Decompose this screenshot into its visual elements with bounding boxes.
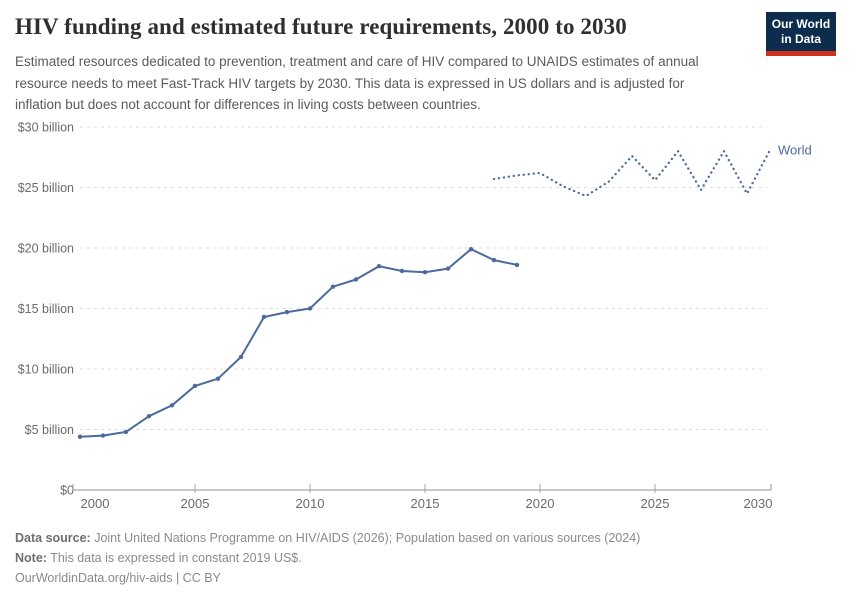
x-tick-label: 2015 <box>411 496 440 511</box>
line-chart: $0 $5 billion $10 billion $15 billion $20 bi… <box>18 121 812 512</box>
x-axis-labels: 2000 2005 2010 2015 2020 2025 2030 <box>81 496 773 511</box>
projection-line-series <box>492 148 772 198</box>
datasource-text: Joint United Nations Programme on HIV/AI… <box>90 531 641 545</box>
x-axis <box>72 484 772 493</box>
page-title: HIV funding and estimated future require… <box>15 14 627 39</box>
owid-logo: Our World in Data <box>766 12 836 56</box>
y-tick-label: $0 <box>60 484 74 498</box>
chart-subtitle: Estimated resources dedicated to prevent… <box>15 54 699 113</box>
x-tick-label: 2020 <box>526 496 555 511</box>
y-tick-label: $5 billion <box>25 423 74 437</box>
datasource-line: Data source: Joint United Nations Progra… <box>15 528 835 548</box>
y-axis-labels: $0 $5 billion $10 billion $15 billion $20 bi… <box>18 121 74 498</box>
x-tick-label: 2005 <box>181 496 210 511</box>
y-gridlines <box>80 126 767 430</box>
note-label: Note: <box>15 551 47 565</box>
series-end-label: World <box>778 142 812 157</box>
funding-line-series <box>79 248 518 438</box>
owid-logo-line2: in Data <box>780 31 821 46</box>
y-tick-label: $15 billion <box>18 302 74 316</box>
y-tick-label: $25 billion <box>18 181 74 195</box>
x-tick-label: 2030 <box>744 496 773 511</box>
y-tick-label: $10 billion <box>18 363 74 377</box>
note-line: Note: This data is expressed in constant… <box>15 548 835 568</box>
license-badge: | CC BY <box>172 571 221 585</box>
note-text: This data is expressed in constant 2019 … <box>46 551 302 565</box>
datasource-label: Data source: <box>15 531 91 545</box>
x-tick-label: 2025 <box>641 496 670 511</box>
owid-url-link[interactable]: OurWorldinData.org/hiv-aids <box>15 571 173 585</box>
owid-logo-text: Our World in Data <box>766 12 836 51</box>
x-tick-label: 2000 <box>81 496 110 511</box>
owid-logo-red-strip <box>766 51 836 56</box>
license-line: OurWorldinData.org/hiv-aids | CC BY <box>15 568 835 588</box>
x-tick-label: 2010 <box>296 496 325 511</box>
y-tick-label: $30 billion <box>18 121 74 135</box>
owid-logo-line1: Our World <box>771 16 831 31</box>
chart-footer: Data source: Joint United Nations Progra… <box>15 528 835 588</box>
y-tick-label: $20 billion <box>18 242 74 256</box>
chart-canvas: $0 $5 billion $10 billion $15 billion $20 bi… <box>0 108 850 520</box>
data-point-markers <box>77 247 520 439</box>
